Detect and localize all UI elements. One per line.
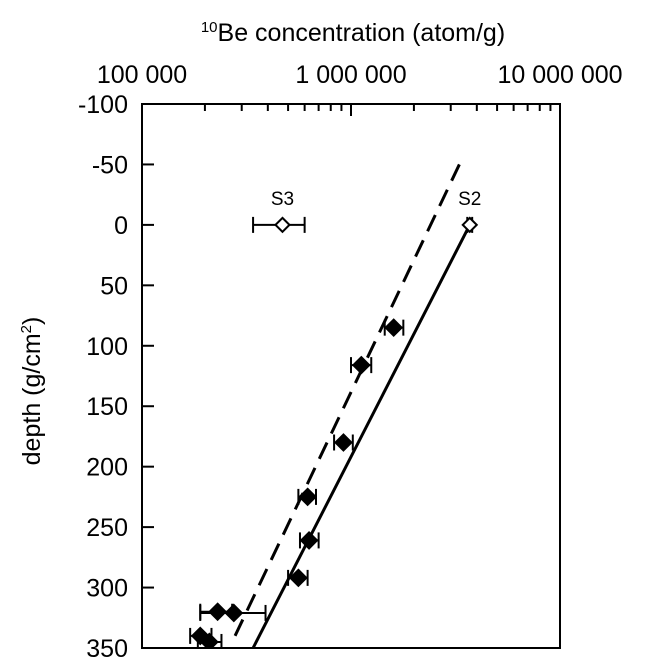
x-axis-title-text: Be concentration (atom/g) [218,19,506,47]
x-axis-title: 10Be concentration (atom/g) [201,19,505,47]
y-tick-label: 200 [86,454,128,482]
point-label: S2 [458,189,481,210]
filled-data-point [297,487,318,507]
filled-diamond-marker [288,568,308,588]
x-tick-label: 100 000 [97,61,187,89]
fit-lines [230,163,472,648]
filled-diamond-marker [384,318,404,338]
x-tick-label: 10 000 000 [497,61,622,89]
solid-fit-line [251,224,472,648]
x-axis-title-superscript: 10 [201,19,218,36]
filled-data-point [298,530,320,550]
y-tick-label: -100 [78,91,128,119]
y-axis-tick-labels: -100 -50 0 50 100 150 200 250 300 350 [78,91,128,663]
y-axis-title: depth (g/cm2) [18,317,46,466]
filled-diamond-marker [351,355,371,375]
filled-data-point [196,632,223,648]
y-axis-title-text: depth (g/cm [18,333,46,465]
filled-data-point [199,603,267,623]
y-tick-label: 0 [114,212,128,240]
y-tick-label: 350 [86,635,128,663]
filled-data-point [287,568,309,588]
x-axis-ticks [141,104,561,116]
y-tick-label: 150 [86,393,128,421]
filled-diamond-marker [224,603,244,623]
y-tick-label: 250 [86,514,128,542]
y-tick-label: 50 [100,272,128,300]
y-tick-label: -50 [92,151,128,179]
filled-diamond-marker [298,487,318,507]
point-label: S3 [271,189,294,210]
x-tick-label: 1 000 000 [295,61,406,89]
filled-data-point [383,318,405,338]
y-axis-title-superscript: 2 [18,325,35,333]
y-tick-label: 300 [86,575,128,603]
x-axis-tick-labels: 100 000 1 000 000 10 000 000 [97,61,623,89]
plot-frame [141,103,561,649]
filled-data-point [350,355,373,375]
filled-diamond-marker [334,433,353,452]
data-points: S3 S2 [189,189,481,648]
filled-data-point [333,433,354,452]
y-axis-title-suffix: ) [18,317,46,325]
open-diamond-marker [274,216,291,234]
y-axis-ticks [142,103,154,649]
open-diamond-marker [461,216,479,234]
open-data-point [252,216,306,234]
filled-diamond-marker [199,632,219,648]
filled-diamond-marker [208,602,228,622]
filled-diamond-marker [299,530,319,550]
open-data-point [461,216,479,234]
y-tick-label: 100 [86,333,128,361]
dashed-fit-line [230,163,461,643]
